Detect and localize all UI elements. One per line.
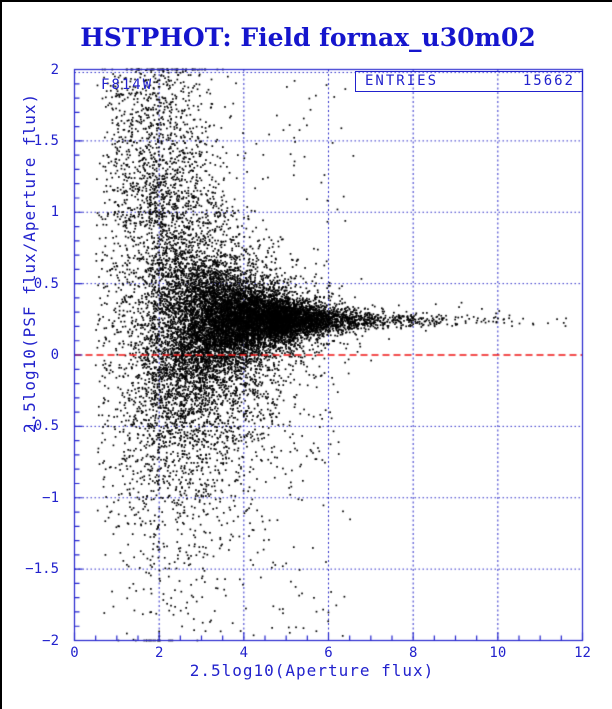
x-axis-title: 2.5log10(Aperture flux)	[189, 661, 435, 680]
x-tick-label: 12	[574, 645, 591, 661]
filter-label: F814W	[101, 77, 154, 93]
y-tick-label: 0	[50, 347, 59, 363]
y-tick-label: −0.5	[25, 418, 59, 435]
x-tick-label: 10	[489, 645, 507, 661]
x-tick-label: 6	[324, 645, 333, 661]
y-tick-label: −1.5	[25, 561, 59, 578]
x-tick-label: 8	[408, 645, 418, 661]
x-tick-label: 4	[239, 645, 249, 661]
x-tick-label: 0	[70, 645, 79, 661]
y-tick-label: −1	[42, 489, 59, 506]
y-tick-label: 2	[50, 61, 59, 78]
y-tick-label: −2	[42, 632, 59, 649]
entries-value: 15662	[522, 73, 575, 89]
entries-box: ENTRIES 15662	[355, 71, 583, 92]
y-axis-title: 2.5log10(PSF flux/Aperture flux)	[20, 92, 39, 434]
x-tick-label: 2	[154, 645, 164, 661]
entries-label: ENTRIES	[365, 73, 439, 89]
y-tick-label: 1	[50, 204, 59, 221]
y-tick-label: 1.5	[33, 132, 59, 149]
y-tick-label: 0.5	[33, 275, 59, 292]
page-title: HSTPHOT: Field fornax_u30m02	[80, 23, 536, 52]
